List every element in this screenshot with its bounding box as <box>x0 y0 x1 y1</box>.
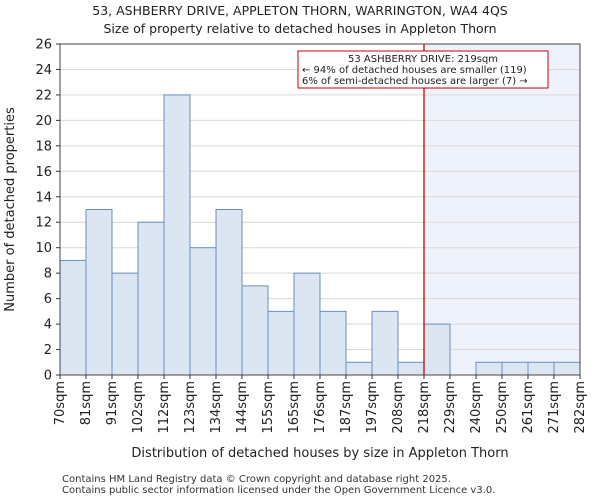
x-tick-label: 197sqm <box>365 381 380 434</box>
histogram-bar <box>501 361 529 376</box>
histogram-bar <box>319 310 347 376</box>
histogram-bar <box>527 361 555 376</box>
histogram-bar <box>267 310 295 376</box>
footer-copyright-line: Contains HM Land Registry data © Crown c… <box>62 474 451 485</box>
annotation-line2: ← 94% of detached houses are smaller (11… <box>302 65 527 76</box>
histogram-bar <box>293 272 321 376</box>
x-tick-label: 282sqm <box>573 381 588 434</box>
x-tick-label: 155sqm <box>261 381 276 434</box>
y-tick-label: 10 <box>35 241 52 256</box>
x-tick-label: 81sqm <box>79 381 94 425</box>
annotation-box <box>297 50 549 89</box>
histogram-bar <box>189 247 217 376</box>
x-tick-label: 112sqm <box>157 381 172 434</box>
histogram-bar <box>85 209 113 376</box>
y-tick-label: 8 <box>44 267 52 282</box>
y-axis-label: Number of detached properties <box>3 107 18 312</box>
histogram-bar <box>163 94 191 376</box>
chart-title-line2: Size of property relative to detached ho… <box>103 21 497 36</box>
histogram-bar <box>59 259 87 376</box>
highlight-region <box>424 44 580 375</box>
histogram-bar <box>475 361 503 376</box>
y-tick-label: 6 <box>44 292 52 307</box>
y-tick-label: 14 <box>35 190 52 205</box>
x-tick-label: 70sqm <box>53 381 68 425</box>
x-tick-label: 271sqm <box>547 381 562 434</box>
x-tick-label: 144sqm <box>235 381 250 434</box>
x-tick-label: 208sqm <box>391 381 406 434</box>
x-tick-label: 176sqm <box>313 381 328 434</box>
chart-title-line1: 53, ASHBERRY DRIVE, APPLETON THORN, WARR… <box>92 3 508 18</box>
x-tick-label: 261sqm <box>521 381 536 434</box>
footer-licence-line: Contains public sector information licen… <box>62 485 496 496</box>
histogram-bar <box>345 361 373 376</box>
x-tick-label: 134sqm <box>209 381 224 434</box>
y-tick-label: 20 <box>35 114 52 129</box>
x-tick-label: 240sqm <box>469 381 484 434</box>
x-tick-label: 91sqm <box>105 381 120 425</box>
histogram-bar <box>423 323 451 376</box>
annotation-line1: 53 ASHBERRY DRIVE: 219sqm <box>348 54 498 65</box>
x-tick-label: 102sqm <box>131 381 146 434</box>
histogram-bar <box>137 221 165 376</box>
y-tick-label: 2 <box>44 343 52 358</box>
annotation-line3: 6% of semi-detached houses are larger (7… <box>302 76 528 87</box>
y-tick-label: 12 <box>35 216 52 231</box>
y-tick-label: 16 <box>35 165 52 180</box>
histogram-bar <box>241 285 269 376</box>
marker-annotation: 53 ASHBERRY DRIVE: 219sqm ← 94% of detac… <box>297 50 549 89</box>
x-tick-label: 218sqm <box>417 381 432 434</box>
x-tick-label: 165sqm <box>287 381 302 434</box>
histogram-bar <box>397 361 425 376</box>
histogram-bar <box>111 272 139 376</box>
y-tick-label: 24 <box>35 63 52 78</box>
x-axis-label: Distribution of detached houses by size … <box>131 446 508 461</box>
histogram-bar <box>215 209 243 376</box>
histogram-bar <box>371 310 399 376</box>
y-tick-label: 0 <box>44 369 52 384</box>
y-tick-label: 4 <box>44 318 52 333</box>
y-tick-label: 26 <box>35 38 52 53</box>
x-tick-label: 229sqm <box>443 381 458 434</box>
y-tick-label: 18 <box>35 139 52 154</box>
x-tick-label: 187sqm <box>339 381 354 434</box>
histogram-bar <box>553 361 581 376</box>
x-tick-label: 250sqm <box>495 381 510 434</box>
y-tick-label: 22 <box>35 88 52 103</box>
x-tick-label: 123sqm <box>183 381 198 434</box>
